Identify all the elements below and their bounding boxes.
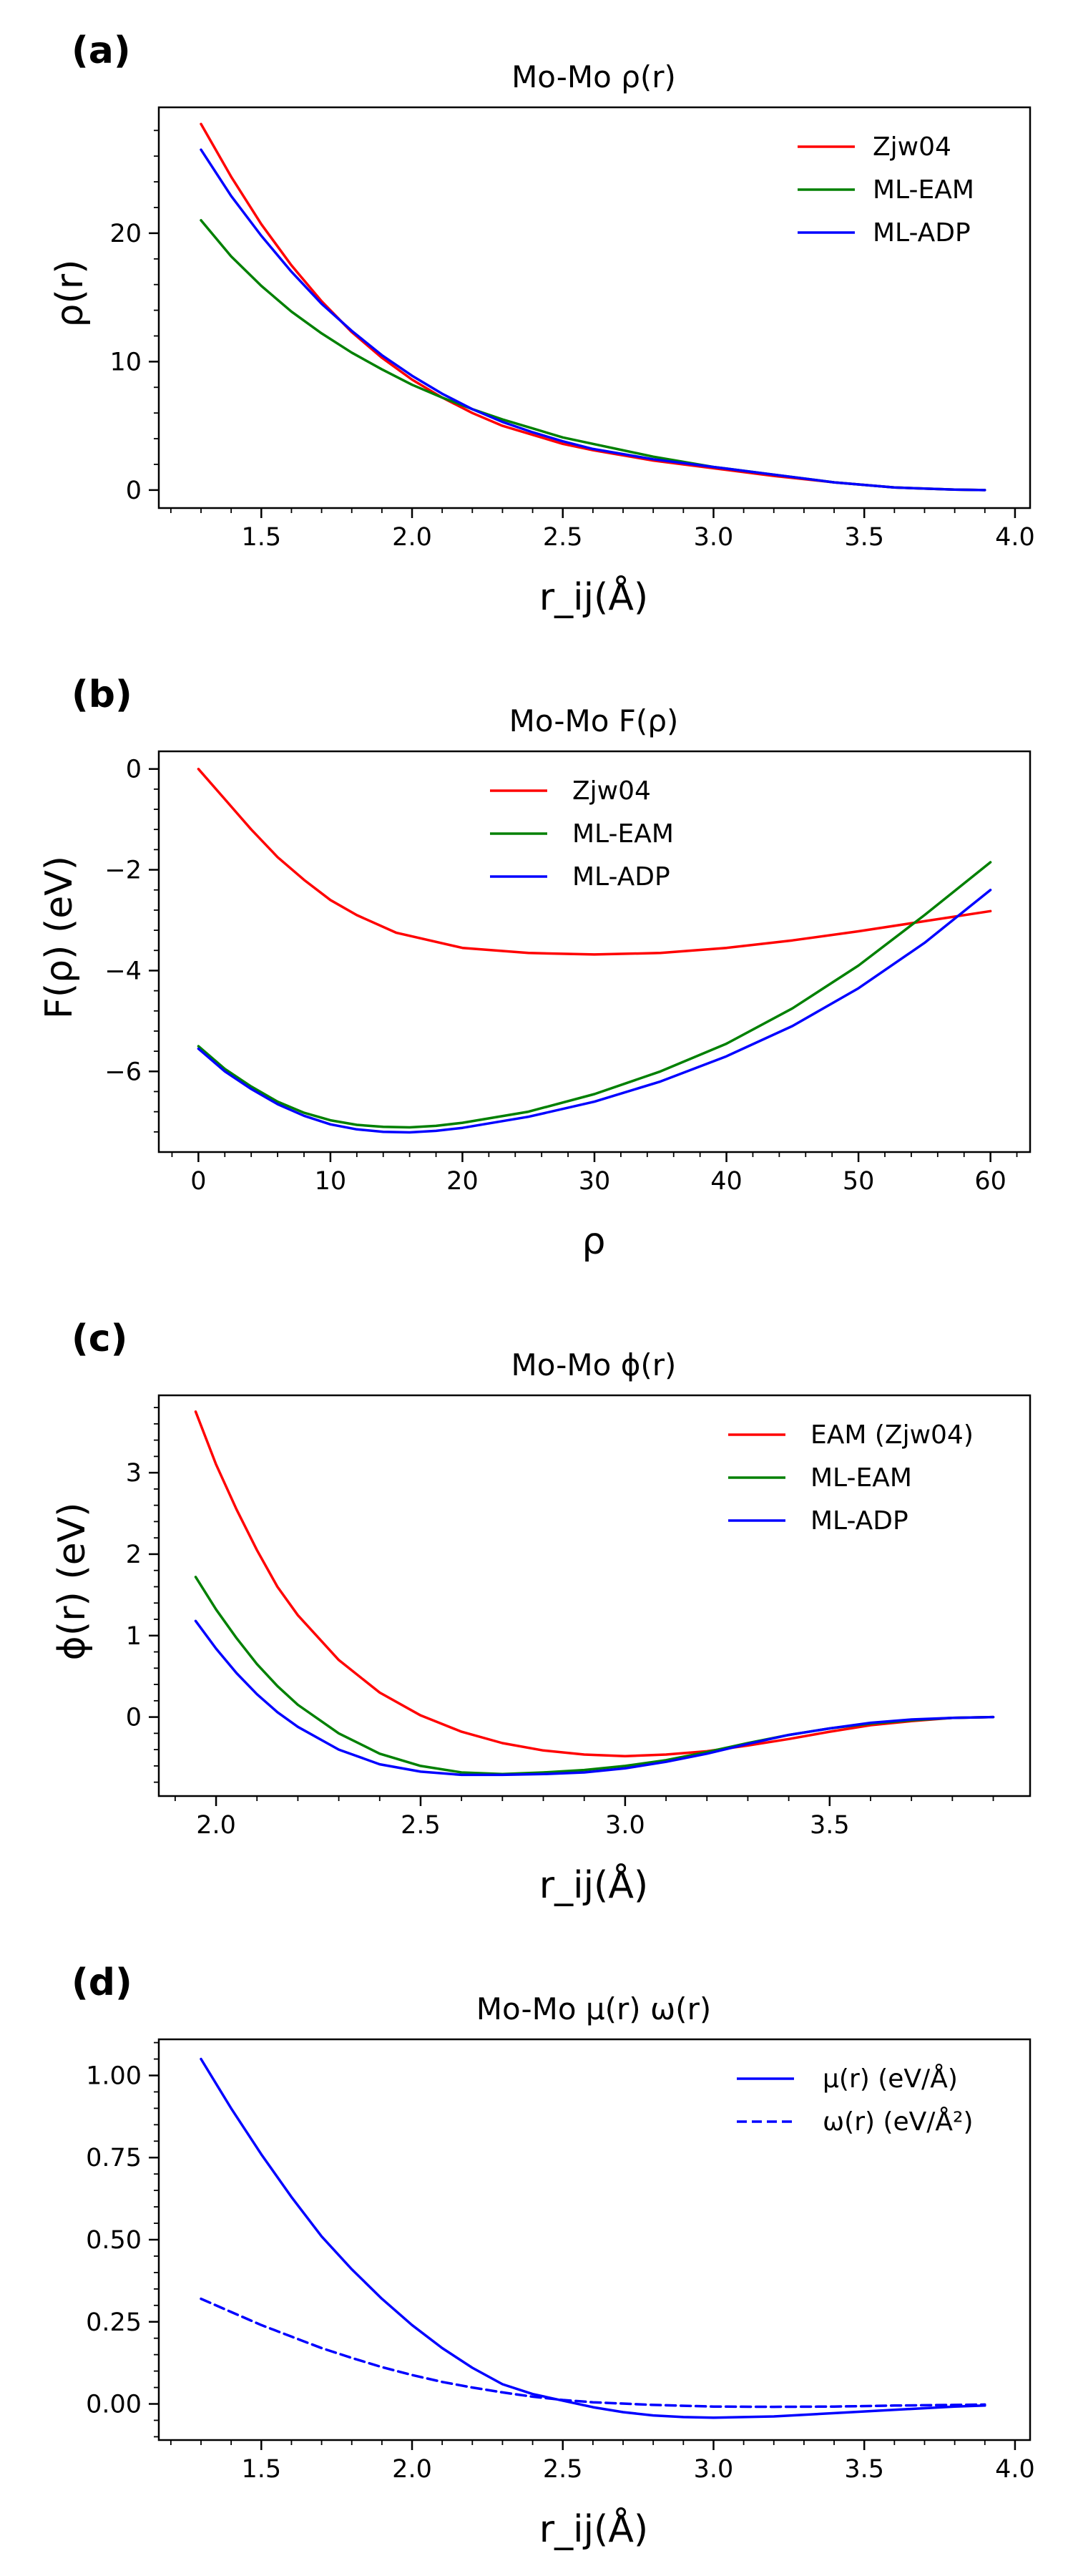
series-line-1 — [200, 2297, 986, 2409]
y-axis-label: F(ρ) (eV) — [38, 856, 81, 1019]
legend-label: ML-ADP — [873, 218, 971, 248]
x-tick-label: 2.0 — [392, 2455, 432, 2484]
legend-label: Zjw04 — [572, 776, 651, 806]
plot-frame — [157, 1394, 1032, 1797]
x-tick-label: 2.0 — [392, 523, 432, 552]
x-tick-label: 10 — [315, 1167, 347, 1196]
legend-label: ML-EAM — [810, 1463, 912, 1493]
y-axis-label: ϕ(r) (eV) — [51, 1503, 94, 1661]
series-line-2 — [200, 148, 986, 492]
x-tick-label: 3.5 — [844, 2455, 884, 2484]
x-tick-label: 0 — [190, 1167, 206, 1196]
series-line-2 — [194, 1619, 995, 1777]
legend-label: ω(r) (eV/Å²) — [823, 2106, 974, 2137]
panel-letter: (d) — [72, 1961, 132, 2004]
y-tick-label: 0 — [126, 756, 142, 784]
legend-label: ML-ADP — [810, 1506, 908, 1536]
chart-title: Mo-Mo μ(r) ω(r) — [476, 1991, 711, 2026]
x-tick-label: 2.5 — [401, 1811, 441, 1840]
y-tick-label: 0.25 — [86, 2308, 142, 2337]
chart-title: Mo-Mo ϕ(r) — [511, 1347, 677, 1382]
x-tick-label: 3.0 — [694, 523, 734, 552]
x-tick-label: 1.5 — [241, 2455, 281, 2484]
plot-frame — [157, 106, 1032, 509]
x-tick-label: 3.5 — [844, 523, 884, 552]
plot-frame — [157, 2038, 1032, 2441]
x-tick-label: 4.0 — [995, 523, 1035, 552]
panel-letter: (a) — [72, 29, 131, 72]
panel-letter: (b) — [72, 673, 132, 716]
panel-a-chart: (a) Mo-Mo ρ(r) r_ij(Å) ρ(r) 1.5 2.0 2.5 3.0… — [49, 29, 1035, 619]
x-tick-label: 40 — [710, 1167, 743, 1196]
x-tick-label: 20 — [446, 1167, 479, 1196]
y-tick-label: 3 — [126, 1459, 142, 1488]
x-tick-label: 3.5 — [810, 1811, 850, 1840]
legend-label: ML-ADP — [572, 862, 670, 892]
x-axis-label: r_ij(Å) — [539, 2507, 648, 2551]
x-tick-label: 60 — [974, 1167, 1006, 1196]
series-line-0 — [200, 2057, 986, 2419]
chart-title: Mo-Mo F(ρ) — [509, 703, 679, 738]
x-tick-label: 3.0 — [694, 2455, 734, 2484]
x-tick-label: 30 — [579, 1167, 611, 1196]
y-axis-label: ρ(r) — [49, 260, 92, 328]
y-tick-label: 1 — [126, 1622, 142, 1651]
legend-label: EAM (Zjw04) — [810, 1420, 974, 1450]
panel-d-chart: (d) Mo-Mo μ(r) ω(r) r_ij(Å) 1.5 2.0 2.5 3.0… — [72, 1961, 1035, 2551]
y-tick-label: −4 — [104, 957, 142, 985]
series-line-0 — [197, 767, 992, 956]
chart-title: Mo-Mo ρ(r) — [511, 59, 676, 94]
y-tick-label: 0.50 — [86, 2226, 142, 2255]
panel-b-chart: (b) Mo-Mo F(ρ) ρ F(ρ) (eV) 0 10 20 30 40 50 60… — [38, 673, 1032, 1263]
series-line-0 — [200, 122, 986, 492]
plot-frame — [157, 750, 1032, 1153]
legend-label: ML-EAM — [572, 819, 674, 849]
legend-label: ML-EAM — [873, 175, 974, 205]
legend-label: μ(r) (eV/Å) — [823, 2063, 958, 2094]
y-tick-label: 20 — [109, 220, 142, 248]
series-line-1 — [197, 861, 992, 1129]
x-tick-label: 50 — [843, 1167, 875, 1196]
y-tick-label: 10 — [109, 348, 142, 376]
y-tick-label: −2 — [104, 857, 142, 885]
x-axis-label: r_ij(Å) — [539, 1863, 648, 1907]
x-tick-label: 2.5 — [543, 523, 583, 552]
x-tick-label: 2.5 — [543, 2455, 583, 2484]
series-line-1 — [194, 1576, 995, 1776]
y-tick-label: −6 — [104, 1058, 142, 1086]
x-tick-label: 2.0 — [196, 1811, 236, 1840]
y-tick-label: 0.75 — [86, 2144, 142, 2172]
x-axis-label: ρ — [582, 1220, 605, 1263]
y-tick-label: 0 — [126, 477, 142, 505]
x-tick-label: 3.0 — [605, 1811, 645, 1840]
y-tick-label: 0 — [126, 1704, 142, 1732]
legend-label: Zjw04 — [873, 132, 951, 162]
panel-c-chart: (c) Mo-Mo ϕ(r) r_ij(Å) ϕ(r) (eV) 2.0 2.5 3… — [51, 1317, 1032, 1907]
series-line-2 — [197, 888, 992, 1134]
y-tick-label: 2 — [126, 1541, 142, 1569]
panel-letter: (c) — [72, 1317, 127, 1360]
x-axis-label: r_ij(Å) — [539, 575, 648, 619]
series-line-0 — [194, 1410, 995, 1757]
x-tick-label: 1.5 — [241, 523, 281, 552]
x-tick-label: 4.0 — [995, 2455, 1035, 2484]
y-tick-label: 0.00 — [86, 2391, 142, 2419]
y-tick-label: 1.00 — [86, 2062, 142, 2090]
